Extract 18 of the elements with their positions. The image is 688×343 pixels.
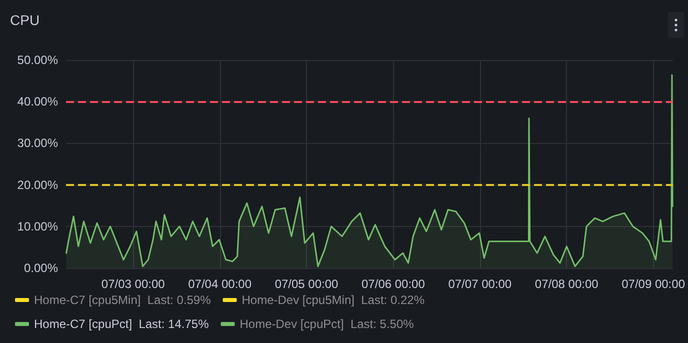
y-tick-label: 20.00% bbox=[17, 178, 58, 192]
x-tick-label: 07/09 00:00 bbox=[622, 277, 686, 291]
x-tick-label: 07/08 00:00 bbox=[534, 277, 599, 291]
legend-label: Home-Dev [cpu5Min] Last: 0.22% bbox=[242, 293, 425, 307]
x-tick-label: 07/06 00:00 bbox=[362, 277, 426, 291]
y-tick-label: 40.00% bbox=[17, 94, 58, 109]
x-tick-label: 07/04 00:00 bbox=[188, 277, 252, 291]
x-tick-label: 07/05 00:00 bbox=[274, 277, 339, 291]
y-tick-label: 30.00% bbox=[17, 136, 58, 150]
x-tick-label: 07/03 00:00 bbox=[101, 277, 166, 291]
y-tick-label: 10.00% bbox=[17, 219, 58, 234]
chart-title: CPU bbox=[10, 12, 40, 28]
y-tick-label: 0.00% bbox=[24, 261, 58, 275]
legend-label: Home-Dev [cpuPct] Last: 5.50% bbox=[240, 317, 414, 331]
x-tick-label: 07/07 00:00 bbox=[448, 277, 512, 291]
y-tick-label: 50.00% bbox=[17, 53, 58, 67]
legend-label: Home-C7 [cpu5Min] Last: 0.59% bbox=[34, 293, 212, 307]
legend-label: Home-C7 [cpuPct] Last: 14.75% bbox=[34, 317, 210, 331]
